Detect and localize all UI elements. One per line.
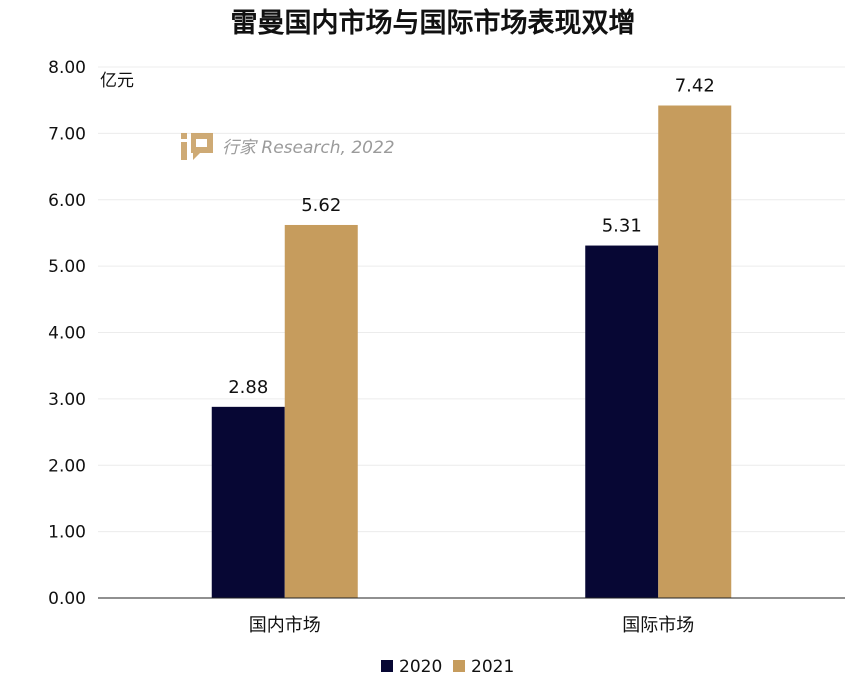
- x-tick-label: 国际市场: [622, 615, 694, 636]
- data-label: 7.42: [675, 75, 715, 96]
- data-label: 5.62: [301, 195, 341, 216]
- bars: [211, 105, 732, 598]
- legend-swatch: [453, 660, 465, 672]
- watermark: 行家 Research, 2022: [181, 133, 395, 160]
- legend-label: 2020: [399, 657, 442, 677]
- bar-2021-0: [284, 224, 358, 598]
- watermark-text: 行家 Research, 2022: [222, 138, 395, 158]
- y-tick-label: 8.00: [48, 58, 86, 78]
- y-tick-label: 2.00: [48, 456, 86, 476]
- y-axis-unit: 亿元: [100, 71, 134, 91]
- watermark-logo-icon: [181, 133, 213, 160]
- bar-2021-1: [658, 105, 732, 598]
- y-tick-label: 1.00: [48, 523, 86, 543]
- data-label: 2.88: [228, 377, 268, 398]
- y-tick-label: 7.00: [48, 124, 86, 144]
- y-tick-label: 5.00: [48, 257, 86, 277]
- y-tick-label: 0.00: [48, 589, 86, 609]
- chart-title: 雷曼国内市场与国际市场表现双增: [231, 7, 636, 39]
- legend-label: 2021: [471, 657, 514, 677]
- bar-2020-1: [585, 245, 659, 598]
- y-tick-label: 4.00: [48, 324, 86, 344]
- x-tick-label: 国内市场: [249, 615, 321, 636]
- y-axis-ticks: 0.00 1.00 2.00 3.00 4.00 5.00 6.00 7.00 8.00: [48, 58, 86, 609]
- y-tick-label: 3.00: [48, 390, 86, 410]
- legend: 2020 2021: [381, 657, 514, 677]
- y-tick-label: 6.00: [48, 191, 86, 211]
- bar-2020-0: [211, 406, 285, 598]
- data-label: 5.31: [602, 216, 642, 237]
- data-labels: 2.88 5.62 5.31 7.42: [228, 75, 715, 397]
- x-axis-labels: 国内市场 国际市场: [249, 615, 695, 636]
- legend-swatch: [381, 660, 393, 672]
